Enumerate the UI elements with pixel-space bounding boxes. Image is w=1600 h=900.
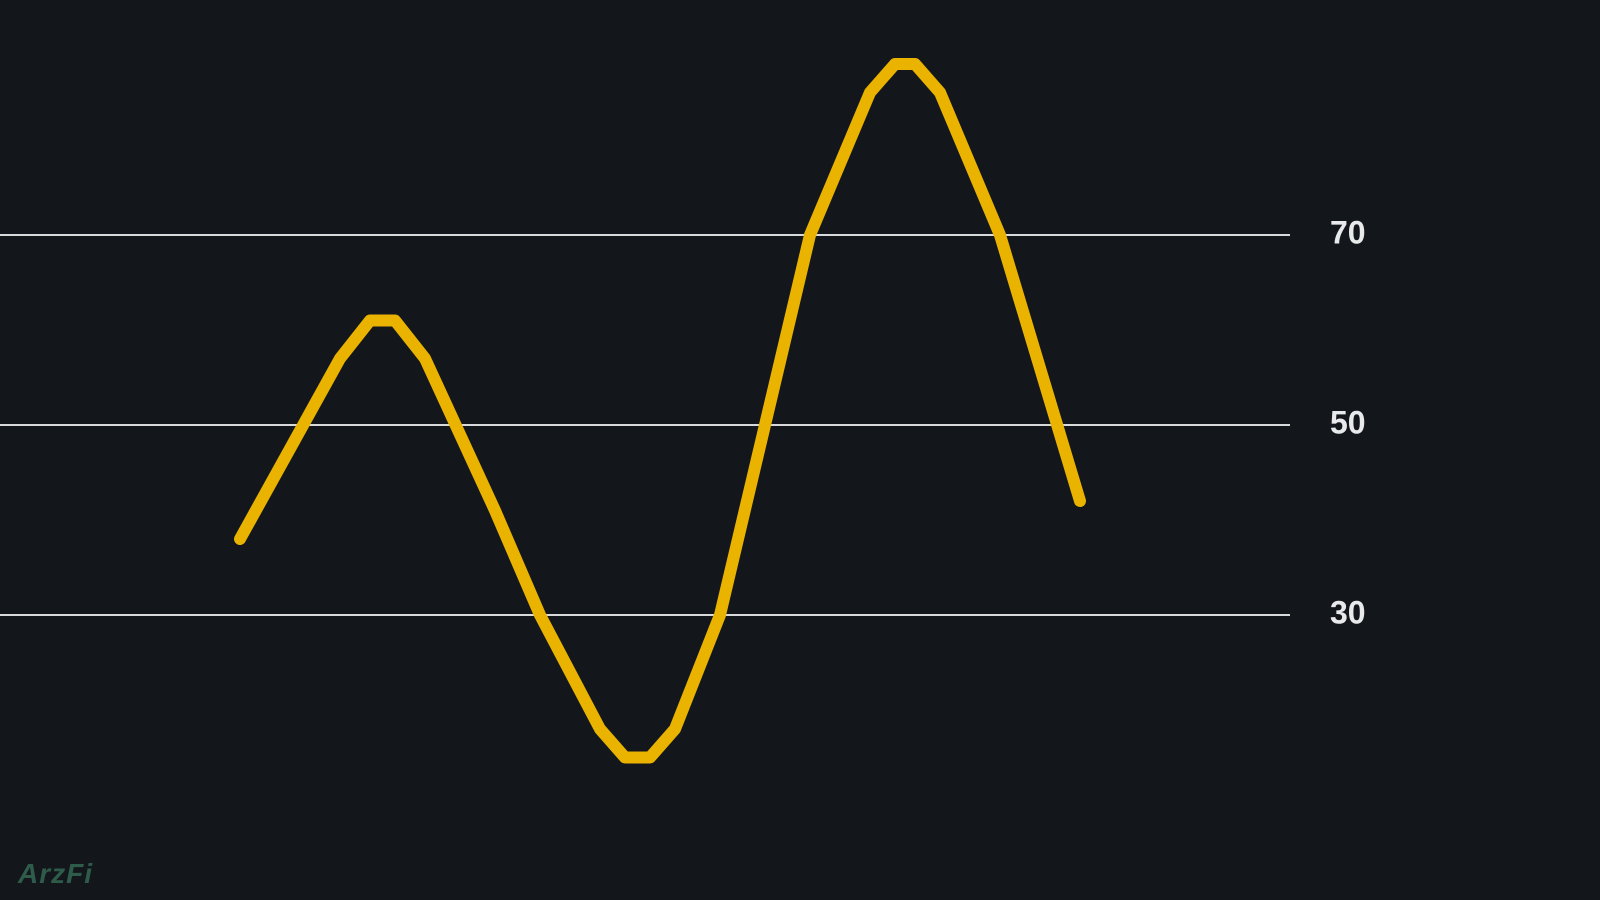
- axis-label-30: 30: [1330, 594, 1366, 630]
- axis-label-70: 70: [1330, 214, 1366, 250]
- axis-label-50: 50: [1330, 404, 1366, 440]
- rsi-chart: 70 50 30: [0, 0, 1600, 900]
- watermark-text: ArzFi: [18, 858, 93, 890]
